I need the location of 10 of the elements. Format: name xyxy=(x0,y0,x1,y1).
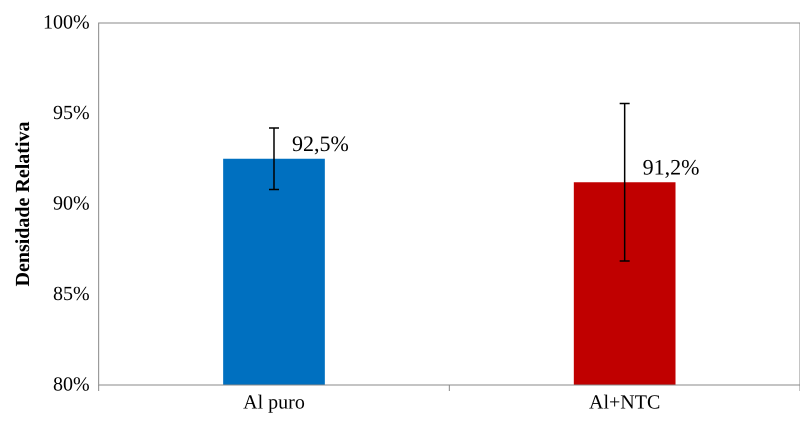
data-label: 91,2% xyxy=(642,154,700,180)
data-label: 92,5% xyxy=(292,130,349,156)
y-tick-label: 90% xyxy=(52,192,90,214)
y-tick-label: 85% xyxy=(52,282,90,305)
x-tick-label: Al+NTC xyxy=(589,391,660,414)
y-tick-label: 80% xyxy=(52,373,90,396)
x-tick-label: Al puro xyxy=(243,391,305,414)
y-axis-title: Densidade Relativa xyxy=(12,122,34,286)
y-tick-label: 100% xyxy=(42,11,90,34)
y-tick-label: 95% xyxy=(52,102,90,124)
